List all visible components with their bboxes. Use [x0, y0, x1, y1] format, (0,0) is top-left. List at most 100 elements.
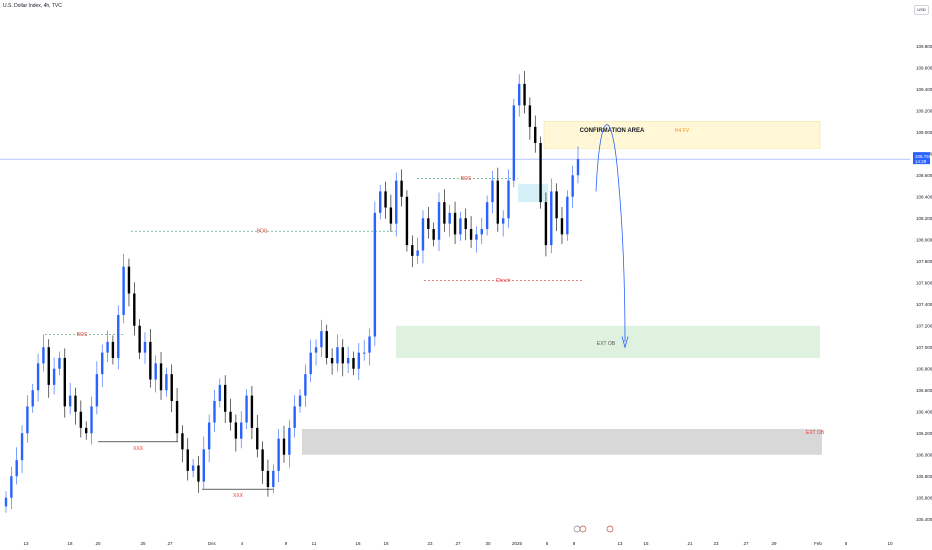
- y-tick-label: 109.600: [916, 65, 932, 70]
- candle-body: [491, 180, 494, 203]
- projection-arrow: [595, 124, 626, 342]
- y-tick-label: 107.800: [916, 259, 932, 264]
- x-axis: 13 18 20 25 27 Dec 4 9 11 16 18 23 27 30 2025 6 8 13 15 21 2…: [23, 541, 893, 546]
- candle-body: [223, 384, 227, 412]
- x-tick-label: 21: [687, 541, 693, 546]
- candle-body: [282, 438, 286, 455]
- candle-body: [74, 395, 77, 412]
- overlay-layer: [573, 124, 629, 533]
- x-tick-label: 13: [617, 541, 623, 546]
- candle-body: [346, 358, 350, 364]
- candle-body: [464, 218, 467, 229]
- candle-body: [512, 105, 516, 181]
- candle-body: [186, 449, 189, 471]
- annotation-label: Choch: [496, 278, 511, 284]
- candle-body: [133, 293, 136, 326]
- x-tick-label: 4: [241, 541, 244, 546]
- y-tick-label: 108.600: [916, 173, 932, 178]
- candle-body: [405, 196, 409, 246]
- candle-body: [218, 384, 222, 401]
- x-tick-label: 15: [643, 541, 649, 546]
- candle-body: [250, 395, 254, 428]
- candles-layer: [4, 70, 580, 513]
- candle-body: [266, 470, 270, 487]
- candle-body: [571, 175, 574, 197]
- annotation-label: EXT OB: [597, 341, 616, 347]
- x-tick-label: 2025: [512, 541, 523, 546]
- candle-body: [432, 229, 435, 240]
- candle-body: [411, 245, 414, 256]
- x-tick-label: 29: [771, 541, 777, 546]
- y-tick-label: 106.000: [916, 452, 932, 457]
- annotation-labels-layer: BOS BOS BOS XXX XXX Choch CONFIRMATION AREA H4 …: [77, 128, 825, 499]
- candle-body: [288, 427, 291, 455]
- currency-button[interactable]: USD: [914, 5, 929, 15]
- candle-body: [357, 352, 361, 369]
- candle-body: [138, 325, 141, 353]
- candle-body: [469, 229, 473, 240]
- candle-body: [197, 465, 200, 482]
- candle-body: [52, 368, 56, 385]
- candle-body: [528, 105, 532, 127]
- candle-body: [293, 406, 296, 428]
- candle-body: [427, 218, 430, 229]
- candle-body: [229, 411, 232, 423]
- candle-body: [256, 427, 259, 450]
- symbol-header: U.S. Dollar Index, 4h, TVC: [3, 3, 62, 9]
- candle-body: [90, 406, 93, 434]
- x-tick-label: 5: [845, 541, 848, 546]
- candle-body: [453, 212, 457, 235]
- candle-body: [165, 374, 168, 391]
- candle-body: [325, 331, 328, 358]
- candle-body: [106, 341, 109, 353]
- candle-body: [475, 234, 478, 240]
- x-tick-label: 10: [887, 541, 893, 546]
- y-tick-label: 107.400: [916, 302, 932, 307]
- candle-body: [143, 341, 147, 353]
- x-tick-label: 30: [485, 541, 491, 546]
- annotation-label: BOS: [77, 332, 88, 338]
- candle-body: [170, 374, 173, 401]
- y-tick-label: 105.800: [916, 474, 932, 479]
- y-tick-label: 107.600: [916, 280, 932, 285]
- event-marker-icon[interactable]: [606, 525, 614, 533]
- x-tick-label: 20: [95, 541, 101, 546]
- candle-body: [240, 422, 243, 439]
- candle-body: [517, 83, 521, 106]
- candle-body: [379, 191, 382, 213]
- candle-body: [122, 266, 125, 315]
- candle-body: [191, 465, 195, 471]
- candle-body: [400, 180, 403, 197]
- candle-body: [181, 433, 184, 450]
- y-tick-label: 106.400: [916, 409, 932, 414]
- y-axis: 109.800109.600109.400109.200109.000108.8…: [913, 44, 932, 522]
- candle-body: [31, 390, 34, 407]
- event-marker-icon[interactable]: [579, 525, 587, 533]
- x-tick-label: 23: [713, 541, 719, 546]
- y-tick-label: 106.200: [916, 431, 932, 436]
- candle-body: [234, 422, 238, 439]
- last-price-countdown: 14:29: [915, 159, 927, 164]
- candle-body: [320, 331, 323, 348]
- candle-body: [443, 202, 446, 224]
- candle-body: [272, 470, 275, 487]
- candle-body: [555, 191, 558, 219]
- x-tick-label: 27: [167, 541, 173, 546]
- x-tick-label: 27: [455, 541, 461, 546]
- candle-body: [341, 347, 344, 364]
- candle-body: [207, 422, 211, 450]
- candle-body: [4, 497, 8, 507]
- candle-body: [36, 363, 40, 391]
- candle-body: [175, 401, 179, 434]
- x-tick-label: Feb: [814, 541, 822, 546]
- annotation-label: BOS: [257, 229, 268, 235]
- candle-body: [539, 143, 542, 203]
- candle-body: [373, 212, 377, 337]
- last-price-tag: [913, 152, 930, 165]
- event-marker-icon[interactable]: [573, 525, 581, 533]
- candle-body: [336, 347, 339, 364]
- annotation-label: H4 FV: [675, 128, 690, 134]
- candle-body: [395, 180, 398, 224]
- candle-body: [149, 341, 152, 380]
